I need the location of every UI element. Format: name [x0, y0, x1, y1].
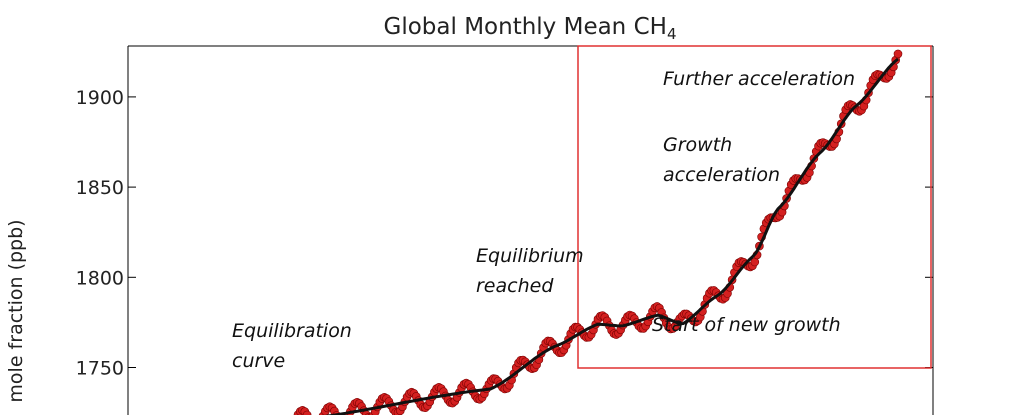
annotation-line: Further acceleration	[663, 68, 855, 90]
annotation-line: reached	[476, 275, 554, 297]
data-points	[293, 49, 903, 415]
annotation-label: Growth acceleration	[663, 134, 780, 186]
annotation-label: Equilibration curve	[232, 320, 352, 372]
annotation-line: Equilibration	[232, 320, 352, 342]
trend-line	[324, 57, 899, 415]
annotation-label: Start of new growth	[652, 314, 841, 336]
chart-title-subscript: 4	[667, 25, 677, 43]
annotation-line: acceleration	[663, 164, 780, 186]
chart-title: Global Monthly Mean CH4	[384, 14, 677, 43]
annotation-line: Equilibrium	[476, 245, 584, 267]
annotation-line: Start of new growth	[652, 314, 841, 336]
data-point	[893, 49, 903, 59]
annotation-label: Further acceleration	[663, 68, 855, 90]
chart-title-main: Global Monthly Mean CH	[384, 14, 667, 40]
y-tick-label: 1900	[76, 87, 124, 109]
annotations: Equilibration curve Equilibrium reached Star…	[232, 68, 855, 372]
y-tick-label: 1800	[76, 267, 124, 289]
highlight-box	[577, 45, 932, 369]
annotation-line: Growth	[663, 134, 732, 156]
y-tick-label: 1750	[76, 357, 124, 379]
y-tick-label: 1850	[76, 177, 124, 199]
y-axis-label: mole fraction (ppb)	[5, 219, 27, 402]
y-axis-ticks: 1750 1800 1850 1900	[76, 87, 933, 379]
annotation-line: curve	[232, 350, 285, 372]
annotation-label: Equilibrium reached	[476, 245, 584, 297]
